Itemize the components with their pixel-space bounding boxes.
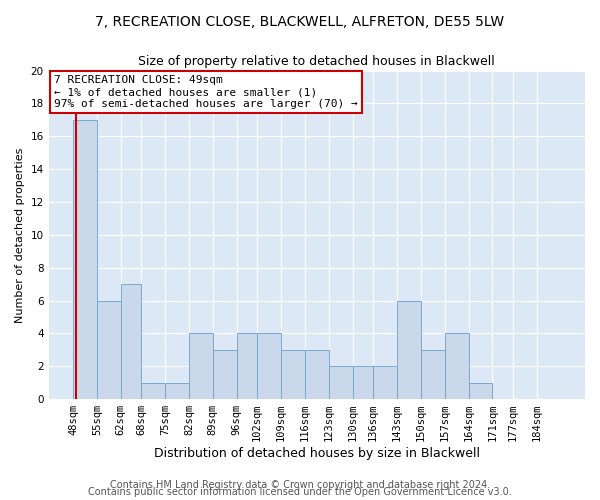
Bar [257, 334, 281, 399]
Bar [305, 350, 329, 399]
Bar [73, 120, 97, 399]
Y-axis label: Number of detached properties: Number of detached properties [15, 147, 25, 322]
Bar [353, 366, 373, 399]
Bar [165, 382, 189, 399]
Bar [421, 350, 445, 399]
Bar [213, 350, 237, 399]
Bar [469, 382, 493, 399]
Bar [281, 350, 305, 399]
Bar [329, 366, 353, 399]
Bar [97, 300, 121, 399]
Bar [237, 334, 257, 399]
X-axis label: Distribution of detached houses by size in Blackwell: Distribution of detached houses by size … [154, 447, 480, 460]
Title: Size of property relative to detached houses in Blackwell: Size of property relative to detached ho… [139, 55, 495, 68]
Bar [373, 366, 397, 399]
Bar [445, 334, 469, 399]
Text: 7 RECREATION CLOSE: 49sqm
← 1% of detached houses are smaller (1)
97% of semi-de: 7 RECREATION CLOSE: 49sqm ← 1% of detach… [54, 76, 358, 108]
Text: Contains public sector information licensed under the Open Government Licence v3: Contains public sector information licen… [88, 487, 512, 497]
Bar [141, 382, 165, 399]
Bar [121, 284, 141, 399]
Bar [397, 300, 421, 399]
Text: 7, RECREATION CLOSE, BLACKWELL, ALFRETON, DE55 5LW: 7, RECREATION CLOSE, BLACKWELL, ALFRETON… [95, 15, 505, 29]
Text: Contains HM Land Registry data © Crown copyright and database right 2024.: Contains HM Land Registry data © Crown c… [110, 480, 490, 490]
Bar [189, 334, 213, 399]
